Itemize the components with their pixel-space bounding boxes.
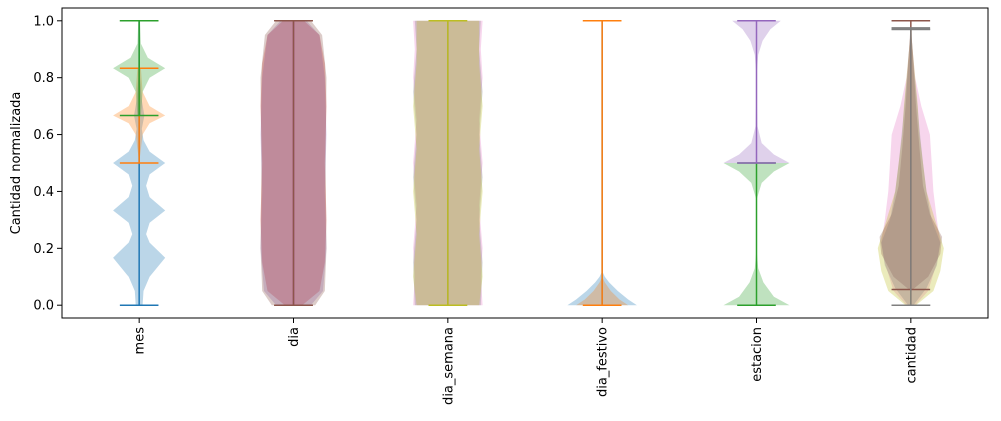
y-tick-label: 0.8 (33, 71, 54, 86)
y-tick-label: 1.0 (33, 14, 54, 29)
x-tick-label-estacion: estacion (750, 327, 765, 382)
y-tick-label: 0.2 (33, 242, 54, 257)
x-tick-label-mes: mes (133, 327, 148, 355)
violins-layer (113, 20, 944, 306)
y-axis: 0.0 0.2 0.4 0.6 0.8 1.0 (33, 14, 62, 314)
x-axis: mes dia dia_semana dia_festivo estacion canti… (133, 318, 919, 405)
x-tick-label-cantidad: cantidad (904, 327, 919, 384)
plot-frame (61, 7, 989, 319)
y-tick-label: 0.6 (33, 128, 54, 143)
x-tick-label-dia_semana: dia_semana (441, 327, 456, 405)
y-tick-label: 0.4 (33, 185, 54, 200)
x-tick-label-dia_festivo: dia_festivo (596, 327, 611, 397)
x-tick-label-dia: dia (287, 327, 302, 347)
y-tick-label: 0.0 (33, 299, 54, 314)
y-axis-label: Cantidad normalizada (9, 92, 24, 235)
